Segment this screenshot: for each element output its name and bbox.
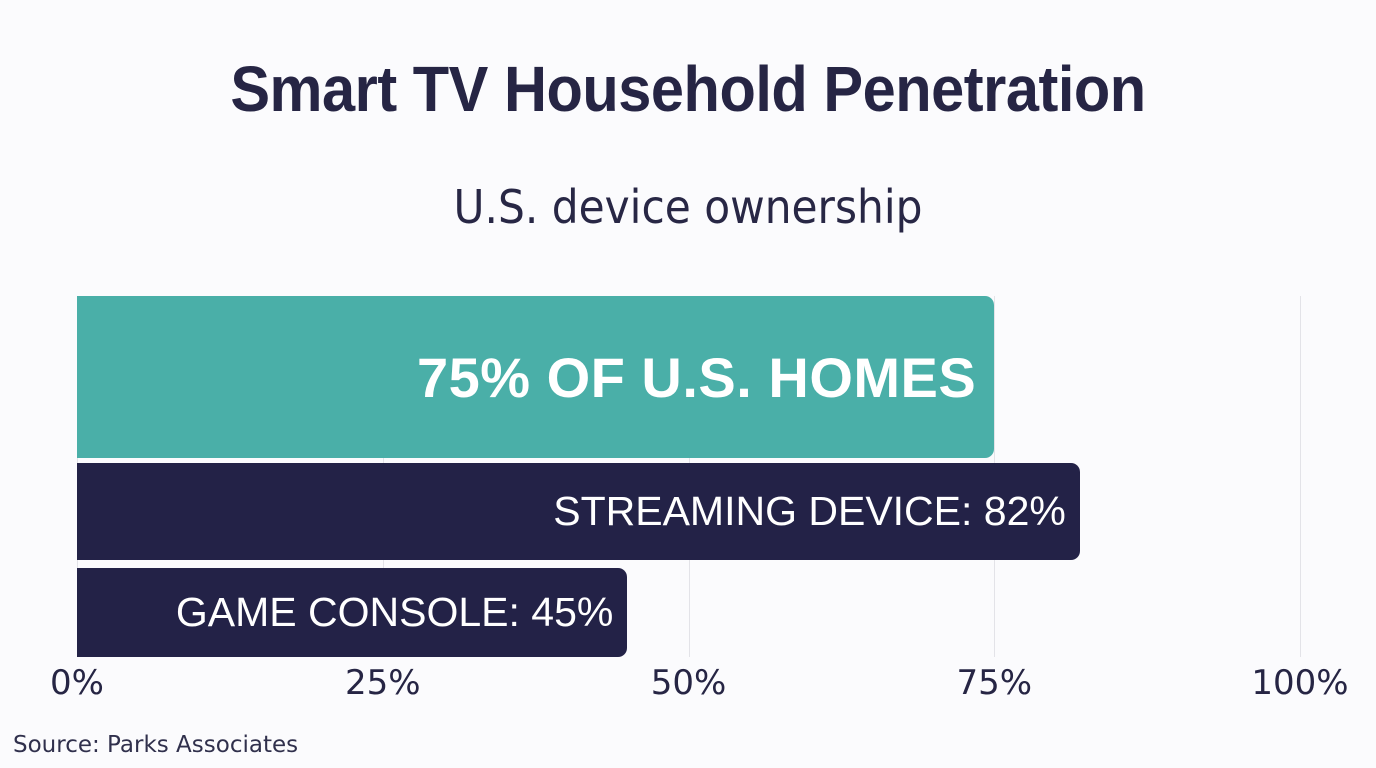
gridline-100pct (1300, 296, 1301, 657)
x-tick-label-50pct: 50% (650, 663, 727, 703)
bar-label-smart-tv: 75% OF U.S. HOMES (416, 345, 977, 409)
bar-streaming-device[interactable]: STREAMING DEVICE: 82% (77, 463, 1080, 560)
x-tick-label-0pct: 0% (50, 663, 104, 703)
source-note: Source: Parks Associates (13, 732, 299, 758)
chart-title: Smart TV Household Penetration (230, 53, 1146, 125)
bar-smart-tv[interactable]: 75% OF U.S. HOMES (77, 296, 995, 458)
x-tick-label-75pct: 75% (956, 663, 1033, 703)
x-axis: 0% 25% 50% 75% 100% (0, 657, 1376, 717)
bar-label-game-console: GAME CONSOLE: 45% (175, 589, 614, 635)
bar-label-streaming-device: STREAMING DEVICE: 82% (553, 488, 1066, 534)
chart-subtitle: U.S. device ownership (453, 180, 923, 234)
x-tick-label-100pct: 100% (1251, 663, 1349, 703)
bar-game-console[interactable]: GAME CONSOLE: 45% (77, 568, 628, 657)
x-tick-label-25pct: 25% (344, 663, 421, 703)
plot-area: 75% OF U.S. HOMES STREAMING DEVICE: 82% GA… (77, 296, 1301, 657)
